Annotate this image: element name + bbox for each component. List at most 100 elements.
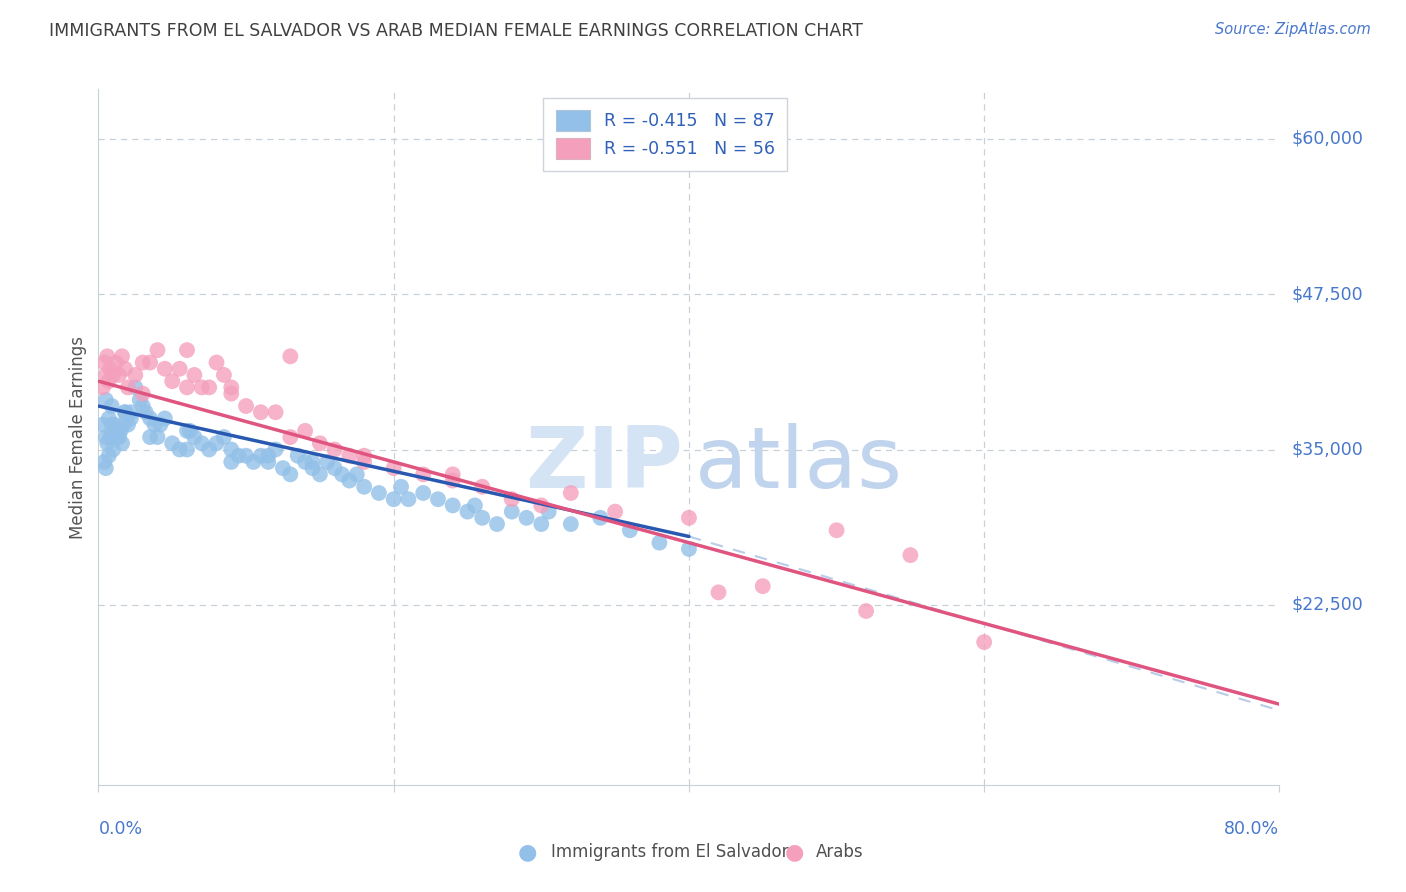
Point <box>179 424 201 438</box>
Point <box>456 505 478 519</box>
Point <box>530 499 553 513</box>
Point <box>103 442 125 457</box>
Point <box>108 368 131 382</box>
Text: $35,000: $35,000 <box>1291 441 1362 458</box>
Point <box>105 424 128 438</box>
Point <box>464 499 486 513</box>
Point <box>257 455 280 469</box>
Point <box>560 516 582 531</box>
Point <box>605 505 627 519</box>
Point <box>316 455 339 469</box>
Point <box>301 455 323 469</box>
Point <box>242 455 264 469</box>
Point <box>111 436 134 450</box>
Point <box>98 361 121 376</box>
Point <box>309 436 332 450</box>
Point <box>139 430 162 444</box>
Point <box>228 449 250 463</box>
Point <box>153 361 176 376</box>
Point <box>382 492 405 507</box>
Point <box>501 505 523 519</box>
Point <box>191 380 214 394</box>
Point <box>219 442 243 457</box>
Point <box>471 511 494 525</box>
Point <box>309 467 332 482</box>
Point <box>441 499 464 513</box>
Text: 0.0%: 0.0% <box>98 820 142 838</box>
Point <box>162 436 183 450</box>
Point <box>105 355 128 369</box>
Point <box>94 392 117 407</box>
Point <box>198 380 221 394</box>
Point <box>205 355 228 369</box>
Point <box>146 430 169 444</box>
Point <box>219 380 243 394</box>
Point <box>93 355 115 369</box>
Point <box>441 467 464 482</box>
Point <box>198 442 221 457</box>
Point <box>537 505 560 519</box>
Point <box>250 405 273 419</box>
Text: IMMIGRANTS FROM EL SALVADOR VS ARAB MEDIAN FEMALE EARNINGS CORRELATION CHART: IMMIGRANTS FROM EL SALVADOR VS ARAB MEDI… <box>49 22 863 40</box>
Point <box>441 474 464 488</box>
Point <box>648 535 671 549</box>
Point <box>212 368 235 382</box>
Point <box>560 486 582 500</box>
Point <box>589 511 612 525</box>
Point <box>183 368 205 382</box>
Point <box>323 442 346 457</box>
Point <box>108 430 131 444</box>
Point <box>678 511 700 525</box>
Text: 80.0%: 80.0% <box>1225 820 1279 838</box>
Point <box>412 467 434 482</box>
Point <box>169 361 191 376</box>
Point <box>183 430 205 444</box>
Point <box>973 635 995 649</box>
Point <box>530 516 553 531</box>
Point <box>396 492 419 507</box>
Point <box>117 417 139 432</box>
Point <box>97 449 120 463</box>
Point <box>353 455 375 469</box>
Point <box>97 411 120 425</box>
Point <box>323 461 346 475</box>
Text: Source: ZipAtlas.com: Source: ZipAtlas.com <box>1215 22 1371 37</box>
Point <box>96 349 118 363</box>
Point <box>135 405 157 419</box>
Legend: R = -0.415   N = 87, R = -0.551   N = 56: R = -0.415 N = 87, R = -0.551 N = 56 <box>543 98 787 171</box>
Point <box>825 523 848 537</box>
Point <box>751 579 773 593</box>
Point <box>271 461 294 475</box>
Point <box>337 449 360 463</box>
Text: ●: ● <box>517 842 537 862</box>
Point <box>278 467 302 482</box>
Point <box>278 430 302 444</box>
Text: ZIP: ZIP <box>526 424 683 507</box>
Point <box>250 449 273 463</box>
Point <box>346 467 368 482</box>
Point <box>112 417 135 432</box>
Text: Immigrants from El Salvador: Immigrants from El Salvador <box>551 843 789 861</box>
Point <box>91 380 114 394</box>
Point <box>287 449 309 463</box>
Point <box>412 486 434 500</box>
Point <box>678 541 700 556</box>
Point <box>427 492 450 507</box>
Point <box>114 405 136 419</box>
Y-axis label: Median Female Earnings: Median Female Earnings <box>69 335 87 539</box>
Text: $22,500: $22,500 <box>1291 596 1362 614</box>
Point <box>124 380 146 394</box>
Point <box>707 585 730 599</box>
Point <box>100 417 122 432</box>
Point <box>264 442 287 457</box>
Point <box>353 480 375 494</box>
Point <box>486 516 509 531</box>
Point <box>389 480 412 494</box>
Point <box>301 461 323 475</box>
Point <box>98 430 121 444</box>
Point <box>146 343 169 357</box>
Text: atlas: atlas <box>695 424 903 507</box>
Point <box>103 368 125 382</box>
Point <box>114 405 136 419</box>
Point <box>257 449 280 463</box>
